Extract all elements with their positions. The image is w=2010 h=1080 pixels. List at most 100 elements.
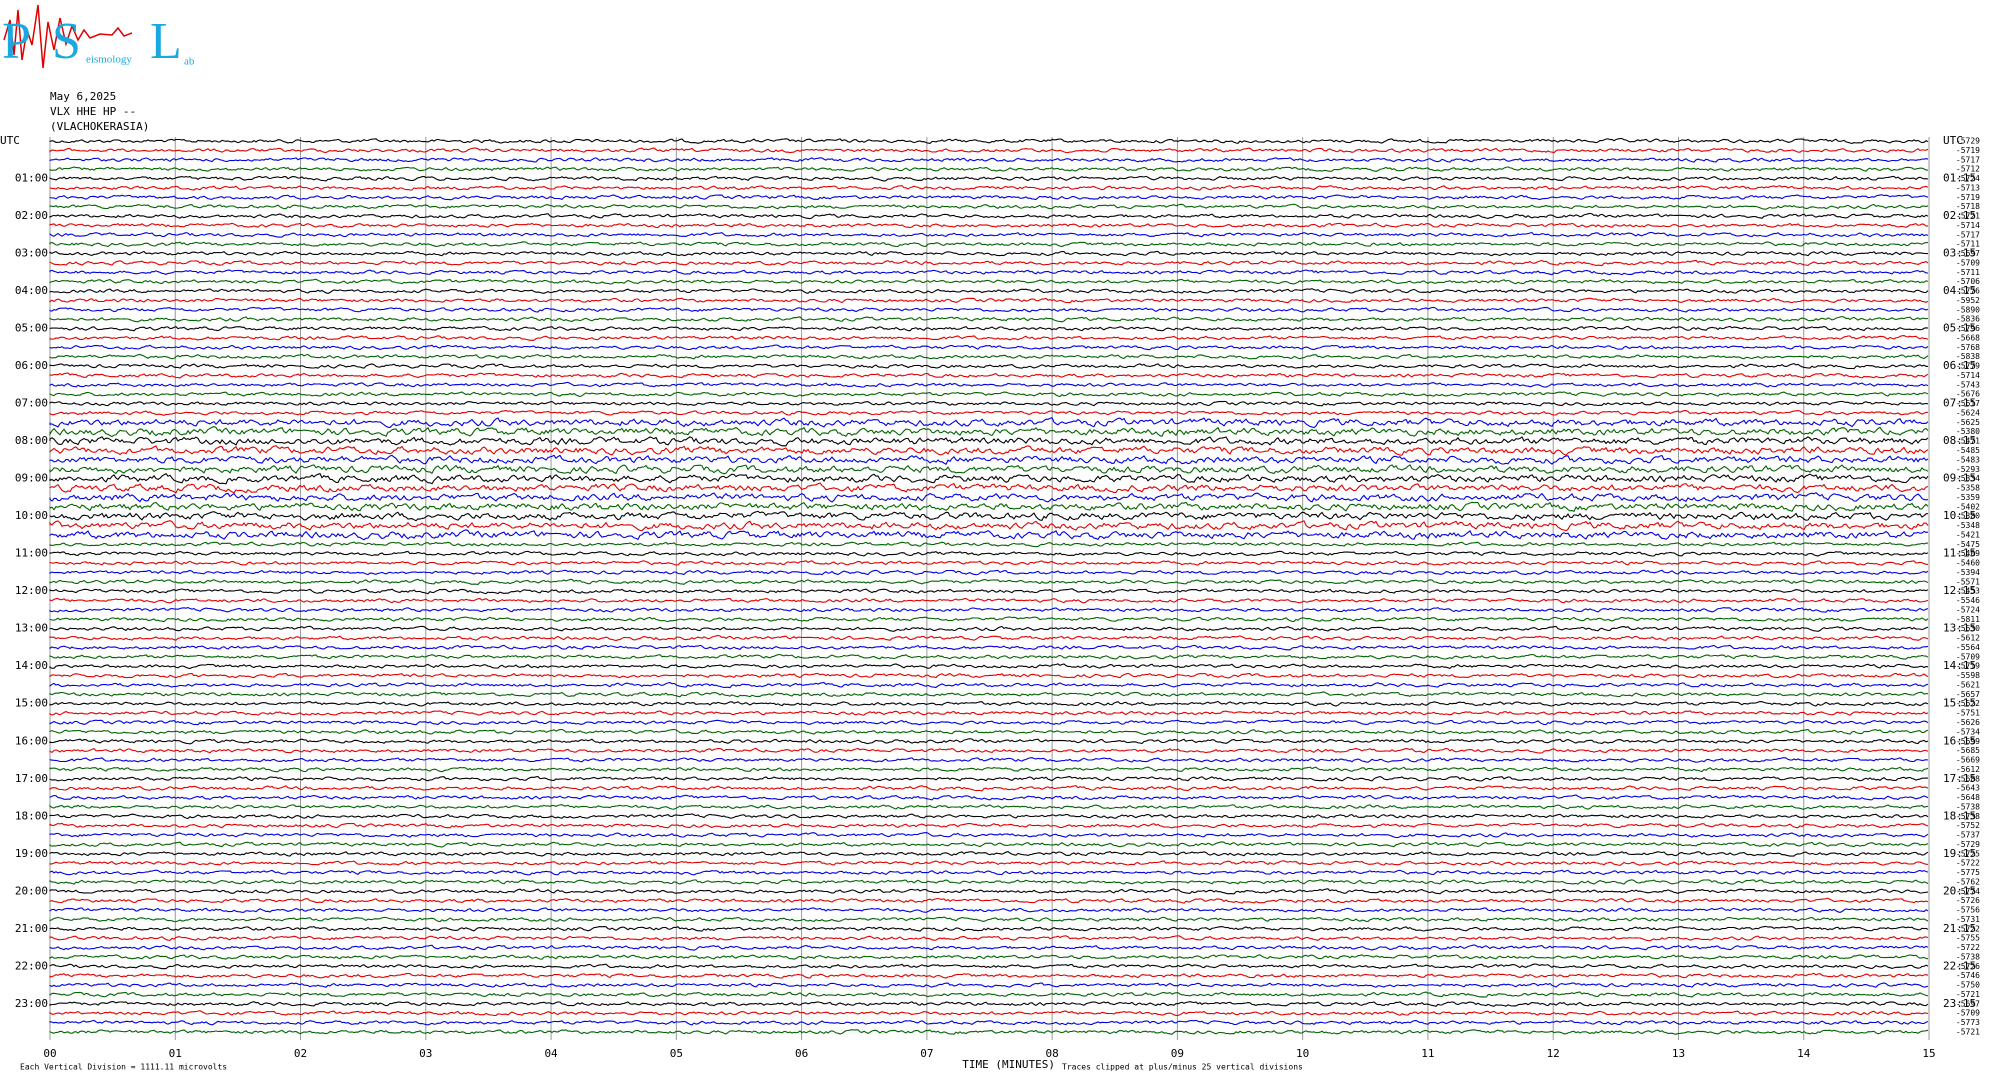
trace-offset: -5697 bbox=[1956, 999, 1980, 1008]
trace bbox=[49, 306, 1929, 313]
trace-offset: -5626 bbox=[1956, 718, 1980, 727]
left-hour-label: 10:00 bbox=[15, 509, 48, 522]
trace-offset: -5359 bbox=[1956, 493, 1980, 502]
trace-offset: -5712 bbox=[1956, 165, 1980, 174]
trace-offset: -5699 bbox=[1956, 737, 1980, 746]
x-tick-label: 02 bbox=[294, 1047, 307, 1060]
trace bbox=[49, 738, 1929, 745]
trace-offset: -5811 bbox=[1956, 615, 1980, 624]
trace-offset: -5762 bbox=[1956, 877, 1980, 886]
trace bbox=[49, 520, 1929, 532]
trace bbox=[49, 794, 1929, 801]
trace bbox=[49, 381, 1929, 388]
trace bbox=[49, 588, 1929, 595]
trace bbox=[49, 278, 1929, 285]
trace-offset: -5409 bbox=[1956, 549, 1980, 558]
trace-offset: -5483 bbox=[1956, 455, 1980, 464]
left-hour-label: 05:00 bbox=[15, 322, 48, 335]
trace-offset: -5676 bbox=[1956, 390, 1980, 399]
right-hour-label: 10:15 bbox=[1943, 509, 1976, 522]
trace-offset: -5648 bbox=[1956, 793, 1980, 802]
logo-letter: L bbox=[150, 13, 182, 70]
trace-offset: -5669 bbox=[1956, 756, 1980, 765]
right-hour-label: 05:15 bbox=[1943, 322, 1976, 335]
right-hour-label: 19:15 bbox=[1943, 847, 1976, 860]
trace bbox=[49, 194, 1929, 201]
trace-offset: -5719 bbox=[1956, 193, 1980, 202]
trace bbox=[49, 400, 1929, 407]
right-hour-label: 01:15 bbox=[1943, 172, 1976, 185]
trace-offset: -5713 bbox=[1956, 183, 1980, 192]
trace bbox=[49, 297, 1929, 304]
trace bbox=[49, 569, 1929, 576]
header-site: (VLACHOKERASIA) bbox=[50, 120, 149, 133]
trace bbox=[49, 166, 1928, 172]
trace-offset: -5630 bbox=[1956, 624, 1980, 633]
trace-offset: -5688 bbox=[1956, 774, 1980, 783]
x-tick-label: 05 bbox=[670, 1047, 683, 1060]
trace bbox=[49, 850, 1929, 857]
trace-offset: -5711 bbox=[1956, 240, 1980, 249]
trace-offset: -5571 bbox=[1956, 577, 1980, 586]
plot: 00 01 02 03 04 05 06 07 08 09 10 11 12 13 14 15-5729-57… bbox=[0, 134, 1980, 1060]
trace bbox=[49, 472, 1929, 485]
trace bbox=[49, 222, 1929, 229]
trace bbox=[49, 972, 1929, 979]
x-tick-label: 07 bbox=[920, 1047, 933, 1060]
trace-offset: -5774 bbox=[1956, 887, 1980, 896]
trace bbox=[49, 935, 1929, 942]
right-hour-label: 02:15 bbox=[1943, 209, 1976, 222]
trace bbox=[49, 879, 1929, 885]
trace-offset: -5717 bbox=[1956, 230, 1980, 239]
trace-offset: -5773 bbox=[1956, 1018, 1980, 1027]
left-hour-label: 17:00 bbox=[15, 772, 48, 785]
trace-offset: -5738 bbox=[1956, 812, 1980, 821]
trace-offset: -5755 bbox=[1956, 934, 1980, 943]
left-hour-label: 12:00 bbox=[15, 584, 48, 597]
trace-offset: -5380 bbox=[1956, 512, 1980, 521]
trace bbox=[49, 710, 1929, 716]
trace-offset: -5471 bbox=[1956, 437, 1980, 446]
trace-offset: -5743 bbox=[1956, 380, 1980, 389]
trace bbox=[49, 597, 1929, 604]
trace bbox=[49, 175, 1929, 182]
trace-offset: -5738 bbox=[1956, 802, 1980, 811]
right-hour-label: 03:15 bbox=[1943, 247, 1976, 260]
left-hour-label: 14:00 bbox=[15, 659, 48, 672]
trace bbox=[49, 644, 1929, 651]
trace-offset: -5685 bbox=[1956, 746, 1980, 755]
trace bbox=[49, 185, 1929, 191]
right-hour-label: 20:15 bbox=[1943, 884, 1976, 897]
trace-offset: -5725 bbox=[1956, 849, 1980, 858]
left-hour-label: 07:00 bbox=[15, 397, 48, 410]
trace-offset: -5779 bbox=[1956, 362, 1980, 371]
left-hour-label: 22:00 bbox=[15, 959, 48, 972]
logo-word: eismology bbox=[86, 54, 132, 66]
trace bbox=[49, 344, 1929, 351]
x-tick-label: 04 bbox=[544, 1047, 558, 1060]
trace-offset: -5726 bbox=[1956, 896, 1980, 905]
trace bbox=[49, 747, 1929, 754]
trace bbox=[49, 653, 1929, 660]
trace bbox=[49, 335, 1929, 341]
trace bbox=[49, 944, 1929, 951]
x-tick-label: 08 bbox=[1046, 1047, 1059, 1060]
trace bbox=[49, 719, 1929, 726]
trace bbox=[49, 137, 1929, 144]
trace bbox=[49, 625, 1929, 632]
trace bbox=[49, 560, 1929, 566]
left-hour-label: 06:00 bbox=[15, 359, 48, 372]
trace-offset: -5348 bbox=[1956, 521, 1980, 530]
trace-offset: -5756 bbox=[1956, 906, 1980, 915]
left-hour-label: 01:00 bbox=[15, 172, 48, 185]
footer-clip: Traces clipped at plus/minus 25 vertical… bbox=[1062, 1063, 1303, 1072]
trace bbox=[49, 841, 1929, 848]
trace-offset: -5625 bbox=[1956, 418, 1980, 427]
trace-offset: -5890 bbox=[1956, 305, 1980, 314]
trace bbox=[49, 372, 1929, 379]
trace bbox=[49, 776, 1928, 782]
trace-offset: -5768 bbox=[1956, 343, 1980, 352]
trace bbox=[49, 1019, 1929, 1026]
trace-offset: -5734 bbox=[1956, 727, 1980, 736]
